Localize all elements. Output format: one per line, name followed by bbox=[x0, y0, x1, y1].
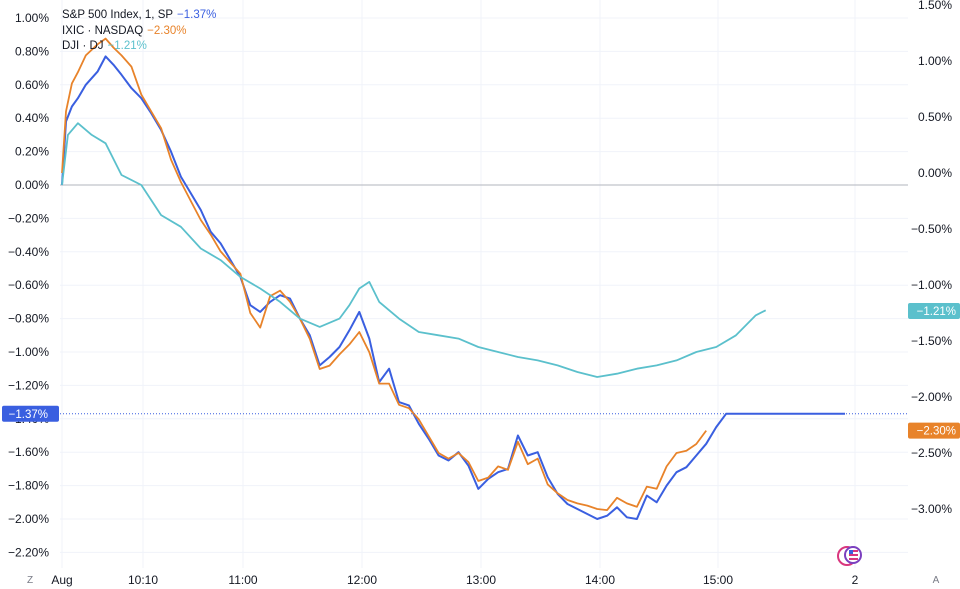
left-tick-label: −1.80% bbox=[8, 479, 49, 493]
axis-right-button[interactable]: A bbox=[933, 575, 940, 586]
left-tick-label: 0.40% bbox=[15, 111, 49, 125]
time-tick-label: 12:00 bbox=[347, 573, 377, 587]
left-tick-label: −1.60% bbox=[8, 445, 49, 459]
time-tick-label: 10:10 bbox=[128, 573, 158, 587]
last-value-badges: −1.37% −2.30% −1.21% bbox=[2, 303, 960, 439]
right-tick-label: −2.00% bbox=[911, 390, 952, 404]
time-tick-label: 11:00 bbox=[228, 573, 257, 587]
legend-value: −1.21% bbox=[107, 40, 147, 52]
right-tick-label: 0.00% bbox=[918, 166, 952, 180]
legend-name: DJI · DJ bbox=[62, 40, 104, 52]
legend-item-nasdaq[interactable]: IXIC · NASDAQ −2.30% bbox=[62, 24, 216, 40]
right-tick-label: −1.00% bbox=[911, 278, 952, 292]
last-value-label: −2.30% bbox=[917, 426, 956, 438]
left-tick-label: −1.20% bbox=[8, 378, 49, 392]
legend-item-dji[interactable]: DJI · DJ −1.21% bbox=[62, 39, 216, 55]
legend-value: −1.37% bbox=[177, 9, 217, 21]
left-tick-label: 0.20% bbox=[15, 145, 49, 159]
last-value-badge bbox=[908, 303, 960, 319]
right-tick-label: 1.50% bbox=[918, 0, 952, 12]
left-tick-label: −0.80% bbox=[8, 312, 49, 326]
series-line[interactable] bbox=[61, 122, 767, 378]
legend-name: IXIC · NASDAQ bbox=[62, 24, 144, 37]
left-price-axis[interactable]: 1.00% 0.80% 0.60% 0.40% 0.20% 0.00% −0.20% −0.4… bbox=[8, 11, 49, 559]
left-tick-label: −0.60% bbox=[8, 278, 49, 292]
left-tick-label: 0.60% bbox=[15, 78, 49, 92]
right-tick-label: 0.50% bbox=[918, 110, 952, 124]
us-flag-icon[interactable] bbox=[837, 546, 862, 566]
last-value-label: −1.21% bbox=[917, 306, 956, 318]
left-tick-label: 0.80% bbox=[15, 44, 49, 58]
legend-value: −2.30% bbox=[147, 24, 187, 37]
time-axis[interactable]: Aug 10:10 11:00 12:00 13:00 14:00 15:00 2 bbox=[51, 573, 858, 587]
left-tick-label: −2.20% bbox=[8, 545, 49, 559]
chart-legend: S&P 500 Index, 1, SP −1.37% IXIC · NASDAQ… bbox=[62, 8, 216, 55]
right-tick-label: −3.00% bbox=[911, 502, 952, 516]
time-tick-label: Aug bbox=[51, 573, 72, 587]
right-tick-label: −1.50% bbox=[911, 334, 952, 348]
time-tick-label: 15:00 bbox=[703, 573, 733, 587]
series-line[interactable] bbox=[61, 37, 707, 512]
series-line[interactable] bbox=[61, 55, 845, 520]
axis-left-button[interactable]: Z bbox=[27, 575, 33, 586]
last-value-label: −1.37% bbox=[9, 409, 48, 421]
time-tick-label: 13:00 bbox=[466, 573, 496, 587]
legend-name: S&P 500 Index, 1, SP bbox=[62, 9, 174, 21]
right-tick-label: −2.50% bbox=[911, 446, 952, 460]
time-tick-label: 14:00 bbox=[585, 573, 615, 587]
right-price-axis[interactable]: 1.50% 1.00% 0.50% 0.00% −0.50% −1.00% −1.50% −2… bbox=[911, 0, 952, 516]
legend-item-sp500[interactable]: S&P 500 Index, 1, SP −1.37% bbox=[62, 8, 216, 24]
left-tick-label: −1.00% bbox=[8, 345, 49, 359]
left-tick-label: −2.00% bbox=[8, 512, 49, 526]
last-value-badge bbox=[908, 422, 960, 439]
time-tick-label: 2 bbox=[852, 573, 859, 587]
left-tick-label: −0.20% bbox=[8, 211, 49, 225]
left-tick-label: 0.00% bbox=[15, 178, 49, 192]
series-lines bbox=[61, 37, 845, 520]
right-tick-label: 1.00% bbox=[918, 54, 952, 68]
last-value-badge bbox=[2, 405, 59, 422]
left-tick-label: 1.00% bbox=[15, 11, 49, 25]
right-tick-label: −0.50% bbox=[911, 222, 952, 236]
left-tick-label: −0.40% bbox=[8, 245, 49, 259]
